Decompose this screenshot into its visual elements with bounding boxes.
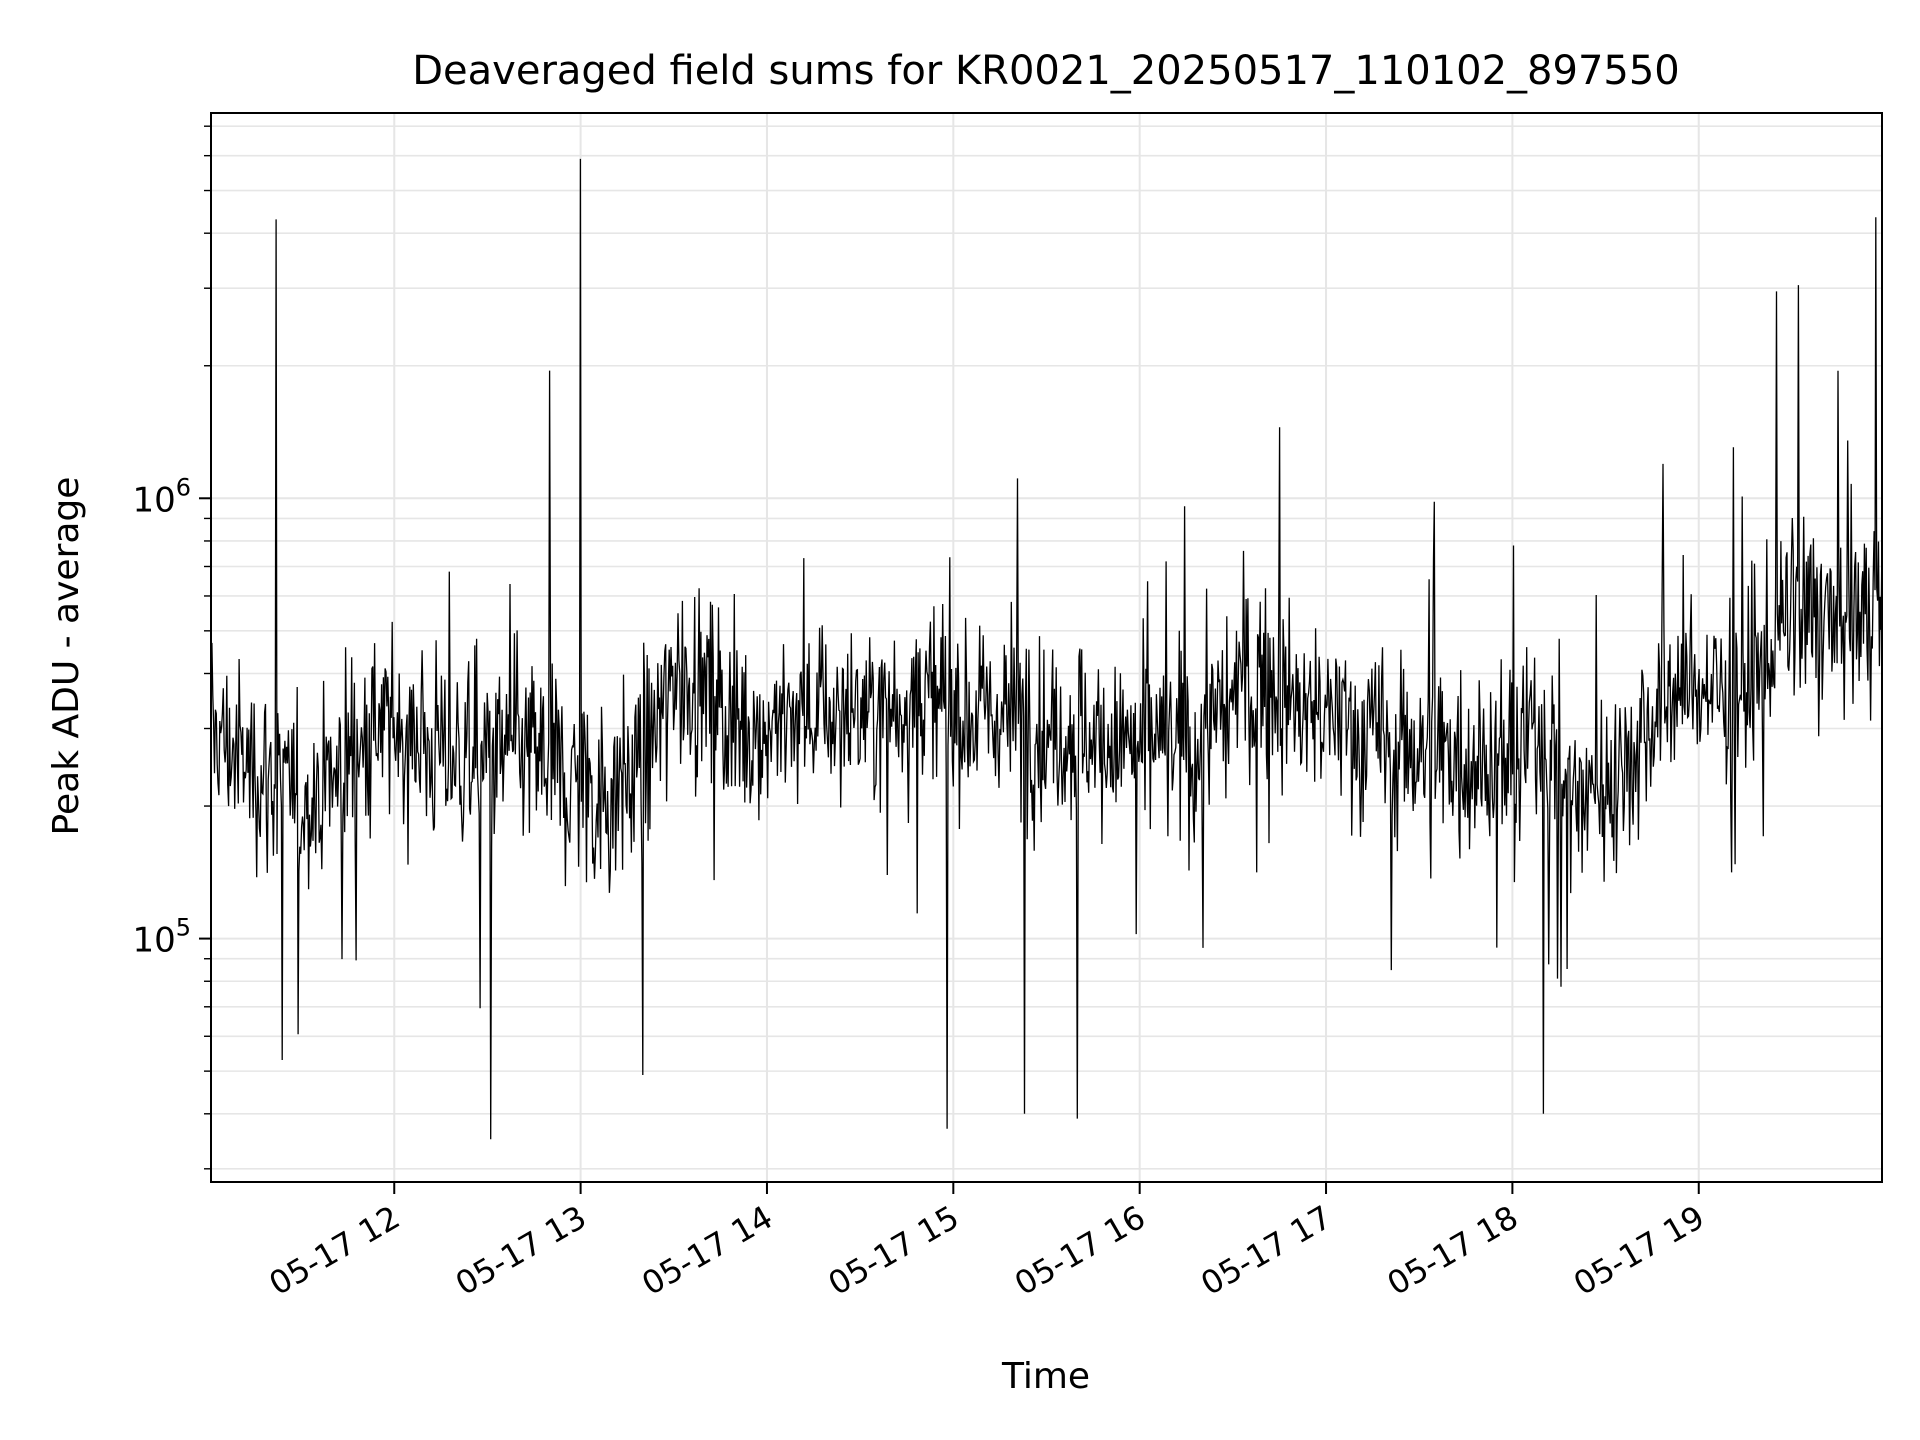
y-tick-label: 106 xyxy=(132,473,191,520)
series-line xyxy=(210,158,1883,1140)
x-axis-label: Time xyxy=(1001,1356,1090,1397)
series-layer xyxy=(210,158,1883,1140)
chart-title: Deaveraged field sums for KR0021_2025051… xyxy=(412,48,1680,94)
y-tick-label: 105 xyxy=(132,914,191,961)
y-tick-label-base: 10 xyxy=(132,921,175,961)
plot-area-frame xyxy=(210,112,1883,1183)
y-axis-label: Peak ADU - average xyxy=(46,477,87,836)
y-tick-label-exponent: 5 xyxy=(176,914,191,942)
y-tick-label-exponent: 6 xyxy=(176,473,191,501)
y-tick-label-base: 10 xyxy=(132,480,175,520)
